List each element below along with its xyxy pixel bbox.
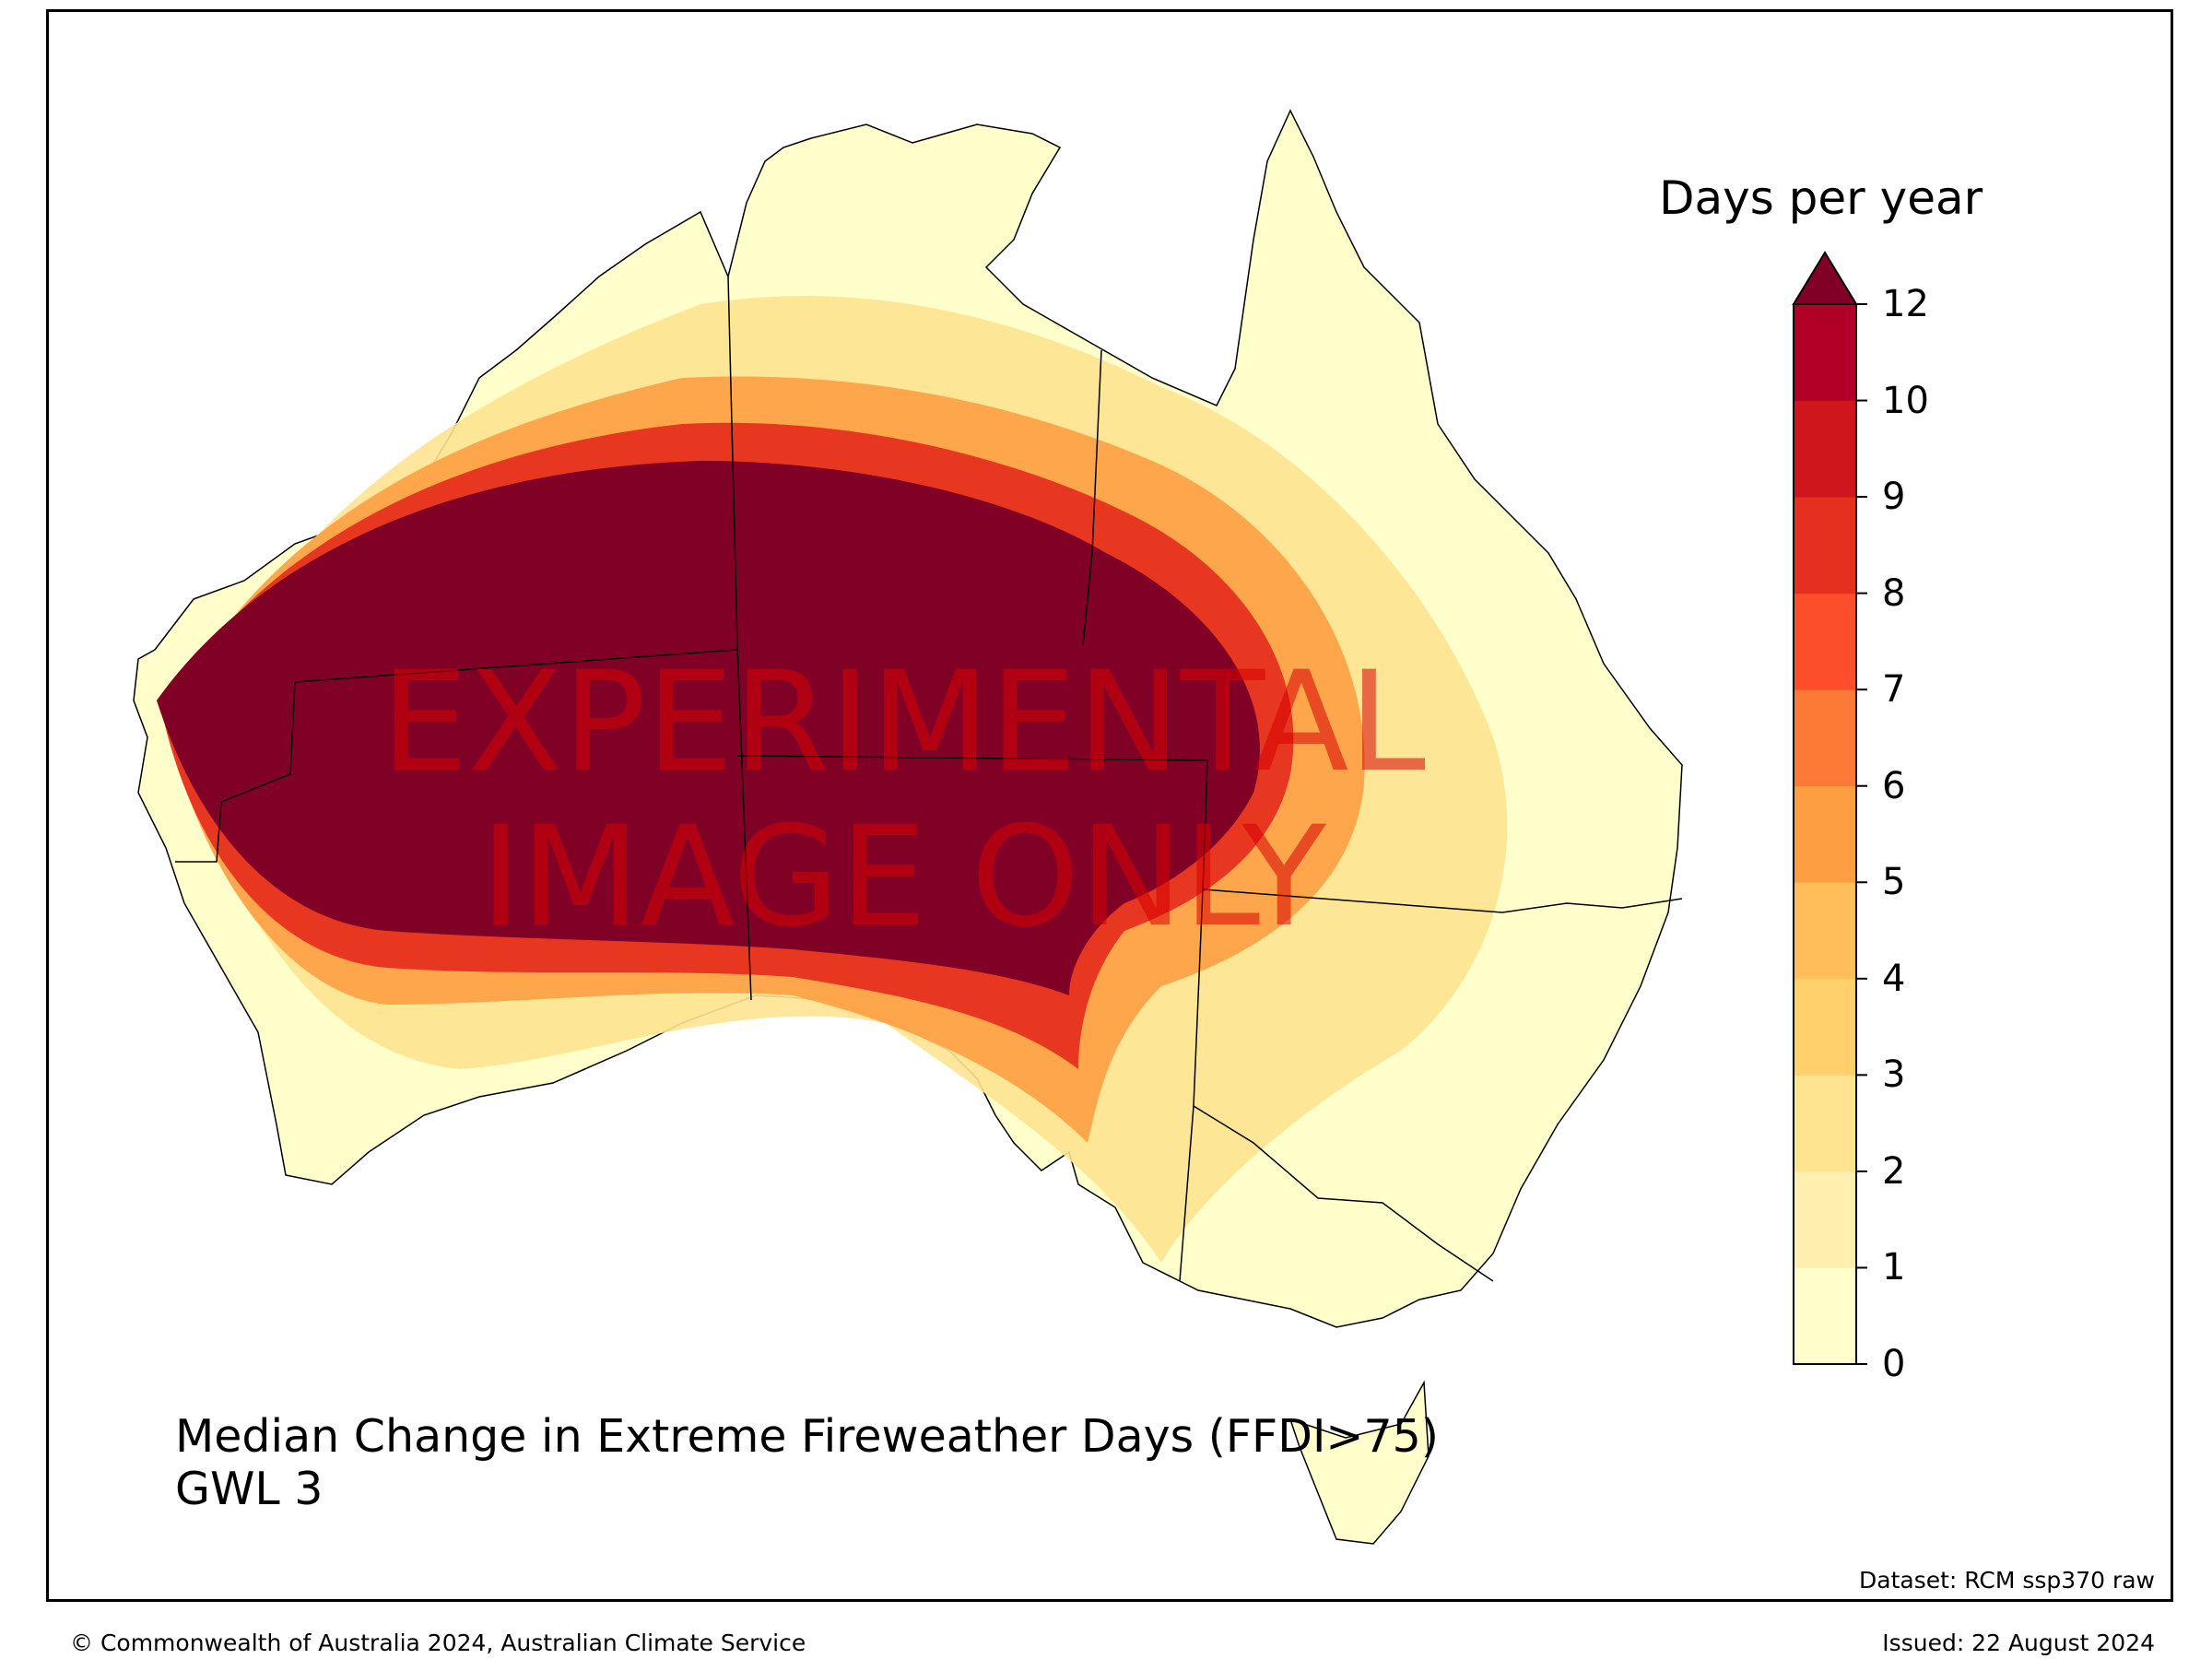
border-wa-internal bbox=[175, 649, 738, 863]
colorbar-segment bbox=[1794, 882, 1856, 980]
state-borders bbox=[175, 276, 1683, 1282]
colorbar-tick-label: 3 bbox=[1882, 1053, 1906, 1097]
colorbar-tick-label: 7 bbox=[1882, 668, 1906, 712]
colorbar-segment bbox=[1794, 689, 1856, 787]
border-wa-nt-sa bbox=[727, 276, 752, 1001]
colorbar-tick-label: 8 bbox=[1882, 571, 1906, 615]
colorbar-segment bbox=[1794, 497, 1856, 594]
colorbar-segment bbox=[1794, 1171, 1856, 1268]
colorbar-extend-arrow bbox=[1792, 251, 1858, 305]
colorbar-segment bbox=[1794, 1075, 1856, 1172]
colorbar-tick-label: 0 bbox=[1882, 1343, 1906, 1385]
colorbar-outline bbox=[1793, 303, 1857, 1365]
fireweather-shading bbox=[157, 296, 1508, 1264]
map-title: Median Change in Extreme Fireweather Day… bbox=[175, 1410, 1439, 1515]
colorbar-tick-label: 6 bbox=[1882, 764, 1906, 807]
colorbar-segment bbox=[1794, 978, 1856, 1076]
colorbar-tick-label: 1 bbox=[1882, 1246, 1906, 1289]
colorbar-segment bbox=[1794, 304, 1856, 402]
border-nt-qld bbox=[1082, 349, 1102, 646]
copyright-footer: © Commonwealth of Australia 2024, Austra… bbox=[70, 1630, 806, 1656]
colorbar-segment bbox=[1794, 1267, 1856, 1365]
colorbar-segment bbox=[1794, 785, 1856, 883]
map-title-line1: Median Change in Extreme Fireweather Day… bbox=[175, 1410, 1439, 1463]
colorbar bbox=[1792, 251, 1867, 1365]
border-nsw-vic bbox=[1193, 1105, 1494, 1282]
colorbar-segment bbox=[1794, 400, 1856, 498]
border-nt-sa bbox=[736, 755, 1208, 761]
map-title-line2: GWL 3 bbox=[175, 1463, 324, 1515]
colorbar-tick-label: 10 bbox=[1882, 379, 1929, 422]
colorbar-tick-label: 9 bbox=[1882, 476, 1906, 519]
colorbar-tick-label: 2 bbox=[1882, 1149, 1906, 1193]
colorbar-tick-label: 5 bbox=[1882, 861, 1906, 904]
colorbar-tick-label: 4 bbox=[1882, 957, 1906, 1000]
dataset-label: Dataset: RCM ssp370 raw bbox=[1859, 1567, 2155, 1594]
colorbar-tick-label: 12 bbox=[1882, 283, 1929, 325]
colorbar-segment bbox=[1794, 593, 1856, 690]
tasmania bbox=[1288, 1380, 1430, 1545]
colorbar-title: Days per year bbox=[1659, 171, 1983, 225]
border-qld-nsw bbox=[1202, 888, 1683, 913]
border-qld-sa bbox=[1202, 759, 1208, 890]
issued-date: Issued: 22 August 2024 bbox=[1882, 1630, 2155, 1656]
